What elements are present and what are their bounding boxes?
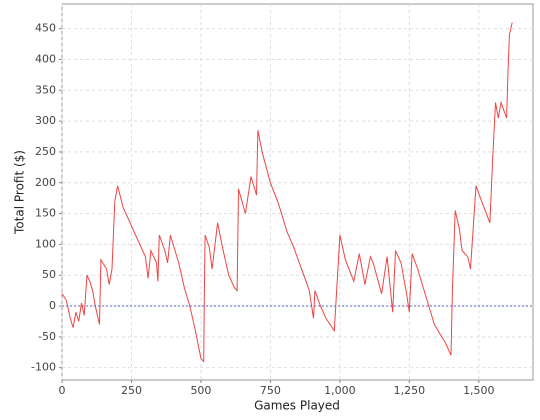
x-axis-title: Games Played (254, 399, 340, 413)
y-tick-label: 150 (35, 207, 56, 220)
y-tick-label: 200 (35, 176, 56, 189)
y-tick-label: 350 (35, 83, 56, 96)
x-tick-label: 500 (190, 384, 211, 397)
y-tick-label: 300 (35, 114, 56, 127)
x-tick-label: 250 (121, 384, 142, 397)
x-tick-label: 1,000 (324, 384, 356, 397)
y-tick-label: 0 (49, 299, 56, 312)
y-tick-label: 100 (35, 237, 56, 250)
y-tick-label: 400 (35, 52, 56, 65)
x-tick-label: 1,250 (394, 384, 426, 397)
profit-line (61, 22, 513, 363)
x-tick-label: 0 (59, 384, 66, 397)
y-tick-label: 450 (35, 22, 56, 35)
y-tick-label: -100 (31, 361, 56, 374)
plot-area (61, 3, 534, 381)
y-axis-title: Total Profit ($) (13, 150, 27, 235)
y-tick-label: 250 (35, 145, 56, 158)
y-tick-label: 50 (42, 268, 56, 281)
x-tick-label: 1,500 (463, 384, 495, 397)
y-tick-label: -50 (38, 330, 56, 343)
x-tick-label: 750 (260, 384, 281, 397)
